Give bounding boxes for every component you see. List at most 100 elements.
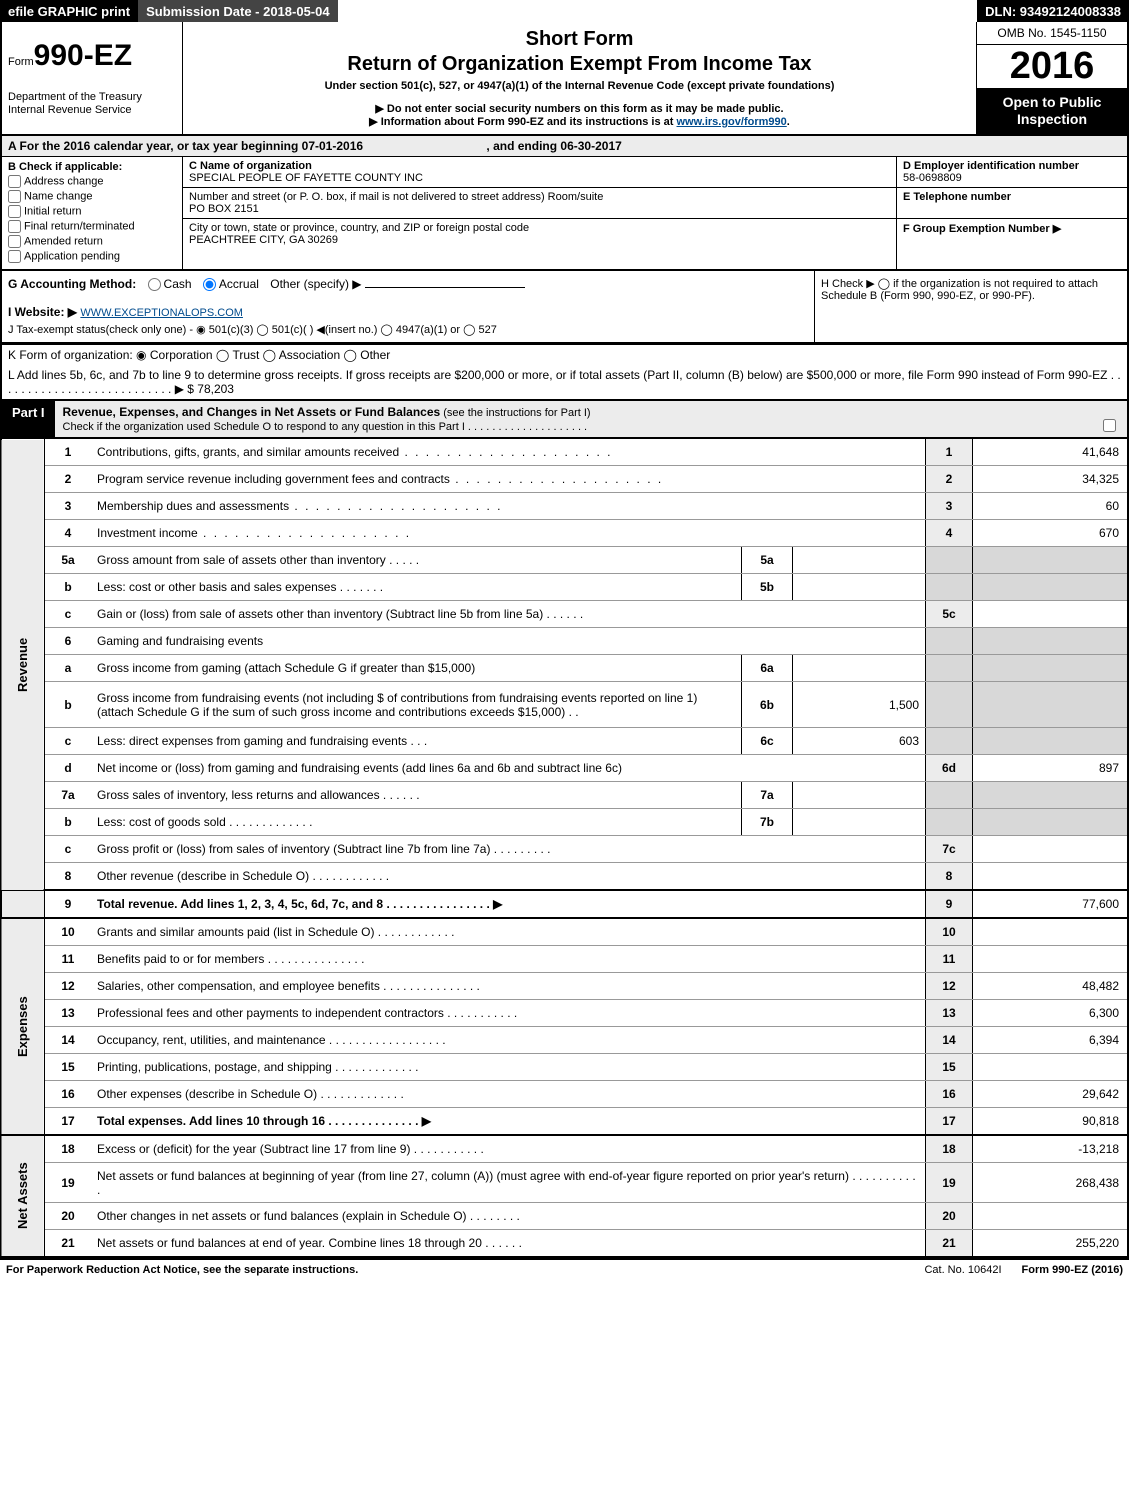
chk-application-pending[interactable]: Application pending	[8, 250, 176, 263]
line-21-desc: Net assets or fund balances at end of ye…	[91, 1230, 926, 1258]
line-20-desc: Other changes in net assets or fund bala…	[91, 1203, 926, 1230]
f-label: F Group Exemption Number ▶	[903, 223, 1061, 235]
form-number-cell: Form990-EZ Department of the Treasury In…	[2, 22, 183, 134]
irs-link[interactable]: www.irs.gov/form990	[677, 116, 787, 128]
org-city: PEACHTREE CITY, GA 30269	[189, 234, 338, 246]
line-7b-minival	[793, 809, 926, 836]
line-5b-mini: 5b	[742, 574, 793, 601]
line-6b-mini: 6b	[742, 682, 793, 728]
line-13-num: 13	[45, 1000, 92, 1027]
line-2-ln: 2	[926, 466, 973, 493]
part1-title: Revenue, Expenses, and Changes in Net As…	[63, 405, 441, 419]
line-17-num: 17	[45, 1108, 92, 1136]
c-city-label: City or town, state or province, country…	[189, 222, 529, 234]
tax-year: 2016	[977, 45, 1127, 88]
line-5c-desc: Gain or (loss) from sale of assets other…	[91, 601, 926, 628]
line-7a-desc: Gross sales of inventory, less returns a…	[91, 782, 742, 809]
chk-initial-return[interactable]: Initial return	[8, 205, 176, 218]
line-18-num: 18	[45, 1135, 92, 1163]
chk-final-return[interactable]: Final return/terminated	[8, 220, 176, 233]
line-14-num: 14	[45, 1027, 92, 1054]
line-11-desc: Benefits paid to or for members . . . . …	[91, 946, 926, 973]
line-12-num: 12	[45, 973, 92, 1000]
line-21-ln: 21	[926, 1230, 973, 1258]
submission-date: Submission Date - 2018-05-04	[138, 0, 338, 22]
line-8-desc: Other revenue (describe in Schedule O) .…	[91, 863, 926, 891]
line-5b-amt-shade	[973, 574, 1129, 601]
org-addr: PO BOX 2151	[189, 203, 259, 215]
line-1-num: 1	[45, 439, 92, 466]
line-3-amt: 60	[973, 493, 1129, 520]
top-bar: efile GRAPHIC print Submission Date - 20…	[0, 0, 1129, 22]
g-other-blank[interactable]	[365, 287, 525, 288]
line-6d-amt: 897	[973, 755, 1129, 782]
line-7b-desc: Less: cost of goods sold . . . . . . . .…	[91, 809, 742, 836]
section-netassets: Net Assets	[1, 1135, 45, 1257]
footer-catno: Cat. No. 10642I	[924, 1264, 1001, 1276]
line-6-shade	[926, 628, 973, 655]
line-17-amt: 90,818	[973, 1108, 1129, 1136]
line-6a-amt-shade	[973, 655, 1129, 682]
section-abcdef: A For the 2016 calendar year, or tax yea…	[0, 136, 1129, 271]
line-5b-minival	[793, 574, 926, 601]
line-6d-desc: Net income or (loss) from gaming and fun…	[91, 755, 926, 782]
line-7a-shade	[926, 782, 973, 809]
line-5a-minival	[793, 547, 926, 574]
part1-header: Part I Revenue, Expenses, and Changes in…	[0, 401, 1129, 439]
info-prefix: ▶ Information about Form 990-EZ and its …	[369, 116, 676, 128]
line-6b-shade	[926, 682, 973, 728]
line-21-amt: 255,220	[973, 1230, 1129, 1258]
line-6c-desc: Less: direct expenses from gaming and fu…	[91, 728, 742, 755]
c-name-label: C Name of organization	[189, 160, 312, 172]
line-6b-amt-shade	[973, 682, 1129, 728]
line-15-desc: Printing, publications, postage, and shi…	[91, 1054, 926, 1081]
line-19-ln: 19	[926, 1163, 973, 1203]
line-10-ln: 10	[926, 918, 973, 946]
radio-cash[interactable]: Cash	[148, 277, 192, 291]
line-18-ln: 18	[926, 1135, 973, 1163]
line-11-ln: 11	[926, 946, 973, 973]
chk-amended-return[interactable]: Amended return	[8, 235, 176, 248]
line-5a-num: 5a	[45, 547, 92, 574]
footer-formref: Form 990-EZ (2016)	[1022, 1264, 1123, 1276]
line-21-num: 21	[45, 1230, 92, 1258]
line-13-amt: 6,300	[973, 1000, 1129, 1027]
line-5a-desc: Gross amount from sale of assets other t…	[91, 547, 742, 574]
donot-ssn: ▶ Do not enter social security numbers o…	[193, 102, 966, 115]
chk-address-change[interactable]: Address change	[8, 175, 176, 188]
d-label: D Employer identification number	[903, 160, 1079, 172]
line-7b-mini: 7b	[742, 809, 793, 836]
line-7b-shade	[926, 809, 973, 836]
line-5b-num: b	[45, 574, 92, 601]
website-link[interactable]: WWW.EXCEPTIONALOPS.COM	[80, 307, 243, 319]
line-8-num: 8	[45, 863, 92, 891]
line-4-num: 4	[45, 520, 92, 547]
l-amount: 78,203	[197, 382, 234, 396]
line-11-amt	[973, 946, 1129, 973]
h-schedule-b: H Check ▶ ◯ if the organization is not r…	[814, 271, 1127, 342]
line-3-desc: Membership dues and assessments	[97, 499, 502, 513]
line-6c-shade	[926, 728, 973, 755]
line-14-ln: 14	[926, 1027, 973, 1054]
chk-name-change[interactable]: Name change	[8, 190, 176, 203]
part1-checkbox[interactable]	[1103, 419, 1116, 432]
line-6-amt-shade	[973, 628, 1129, 655]
line-5a-amt-shade	[973, 547, 1129, 574]
line-17-desc: Total expenses. Add lines 10 through 16 …	[97, 1114, 431, 1128]
line-16-ln: 16	[926, 1081, 973, 1108]
ein-value: 58-0698809	[903, 172, 962, 184]
line-8-ln: 8	[926, 863, 973, 891]
line-7c-desc: Gross profit or (loss) from sales of inv…	[91, 836, 926, 863]
efile-print-button[interactable]: efile GRAPHIC print	[0, 0, 138, 22]
b-label: B Check if applicable:	[8, 161, 122, 173]
c-name-address: C Name of organization SPECIAL PEOPLE OF…	[183, 157, 896, 269]
line-3-num: 3	[45, 493, 92, 520]
line-7c-ln: 7c	[926, 836, 973, 863]
radio-accrual[interactable]: Accrual	[203, 277, 259, 291]
part1-label: Part I	[2, 401, 55, 437]
line-15-ln: 15	[926, 1054, 973, 1081]
c-addr: Number and street (or P. O. box, if mail…	[183, 188, 896, 219]
line-6c-num: c	[45, 728, 92, 755]
k-form-org: K Form of organization: ◉ Corporation ◯ …	[0, 344, 1129, 365]
d-ein: D Employer identification number 58-0698…	[897, 157, 1127, 188]
